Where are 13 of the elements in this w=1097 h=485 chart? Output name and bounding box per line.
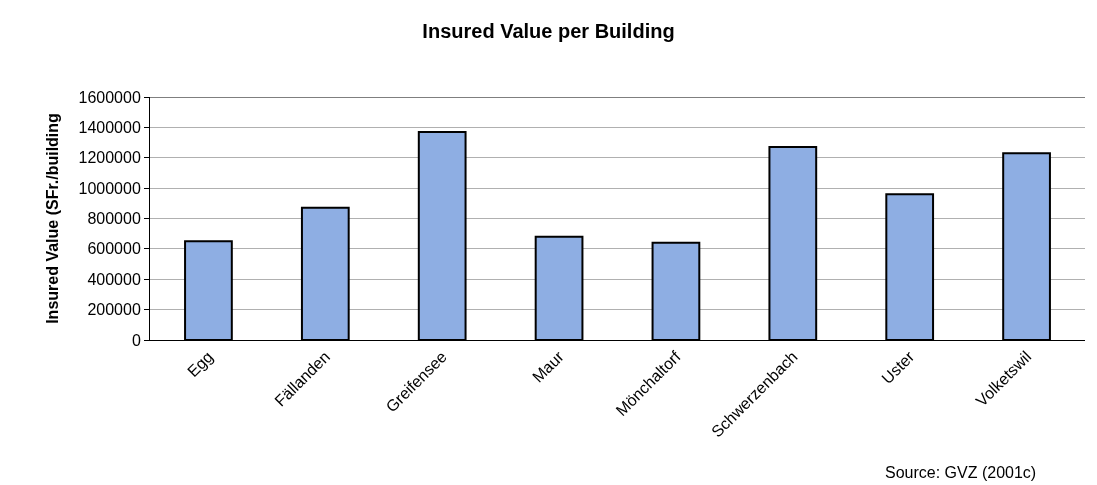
y-tick-label: 1200000 (78, 149, 141, 167)
y-tick-label: 1600000 (78, 88, 141, 106)
y-tick-label: 600000 (87, 240, 141, 258)
chart-title: Insured Value per Building (422, 20, 675, 43)
y-tick-label: 1000000 (78, 179, 141, 197)
y-tick-label: 400000 (87, 270, 141, 288)
source-note: Source: GVZ (2001c) (885, 464, 1037, 481)
y-axis-title: Insured Value (SFr./building (44, 113, 62, 324)
y-tick-label: 1400000 (78, 118, 141, 136)
y-tick-label: 800000 (87, 210, 141, 228)
y-tick-label: 200000 (87, 301, 141, 319)
x-tick-label: Egg (184, 347, 217, 381)
y-tick-label: 0 (131, 331, 141, 349)
